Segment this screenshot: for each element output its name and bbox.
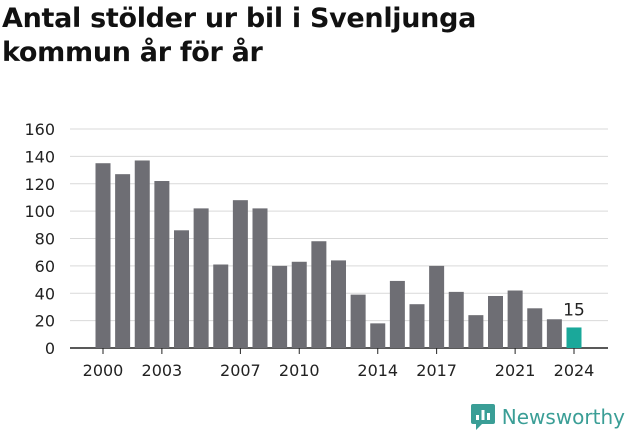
x-tick-label: 2017: [416, 361, 457, 380]
x-tick-label: 2000: [83, 361, 124, 380]
bar-2012: [331, 260, 346, 348]
bar-2019: [468, 315, 484, 348]
x-tick-label: 2007: [220, 361, 261, 380]
bar-2020: [488, 295, 503, 348]
y-tick-label: 120: [24, 175, 55, 194]
y-tick-label: 0: [45, 339, 55, 358]
bar-2002: [134, 160, 150, 348]
bar-2013: [350, 294, 366, 348]
bar-2005: [193, 208, 209, 348]
bar-2008: [252, 208, 268, 348]
bar-2023: [546, 319, 562, 348]
bar-2004: [174, 230, 189, 348]
brand-name: Newsworthy: [501, 405, 625, 429]
bars: [95, 160, 582, 348]
x-axis-ticks: 2000 2003 2007 2010 2014 2017 2021 2024: [83, 348, 595, 380]
newsworthy-brand: Newsworthy: [470, 399, 625, 435]
bar-2016: [409, 304, 425, 348]
bar-2015: [389, 280, 405, 348]
y-tick-label: 20: [35, 312, 55, 331]
bar-2021: [507, 290, 523, 348]
bar-2011: [311, 241, 327, 348]
x-tick-label: 2003: [142, 361, 183, 380]
x-tick-label: 2021: [495, 361, 536, 380]
bar-2024: [566, 327, 582, 348]
y-tick-label: 60: [35, 257, 55, 276]
data-label-2024: 15: [563, 300, 585, 320]
bar-2010: [291, 261, 307, 348]
bar-2014: [370, 323, 386, 348]
y-tick-label: 80: [35, 230, 55, 249]
x-tick-label: 2014: [357, 361, 398, 380]
bar-2018: [448, 291, 464, 348]
chart-title: Antal stölder ur bil i Svenljunga kommun…: [2, 2, 622, 70]
y-tick-label: 100: [24, 202, 55, 221]
bar-2022: [527, 308, 543, 348]
y-axis-tick-labels: 0 20 40 60 80 100 120 140 160: [24, 120, 55, 358]
bar-2001: [115, 174, 131, 348]
bar-2003: [154, 181, 170, 348]
x-tick-label: 2024: [554, 361, 595, 380]
x-tick-label: 2010: [279, 361, 320, 380]
bar-2009: [272, 265, 288, 348]
y-tick-label: 140: [24, 147, 55, 166]
bar-2007: [232, 200, 248, 348]
bar-2006: [213, 264, 229, 348]
bar-2017: [429, 265, 445, 348]
y-tick-label: 160: [24, 120, 55, 139]
chart-title-line-2: kommun år för år: [2, 37, 263, 68]
chart-title-line-1: Antal stölder ur bil i Svenljunga: [2, 3, 477, 34]
bar-2000: [95, 163, 111, 348]
y-tick-label: 40: [35, 284, 55, 303]
newsworthy-logo-icon: [470, 404, 495, 430]
data-labels: 15: [563, 300, 585, 320]
